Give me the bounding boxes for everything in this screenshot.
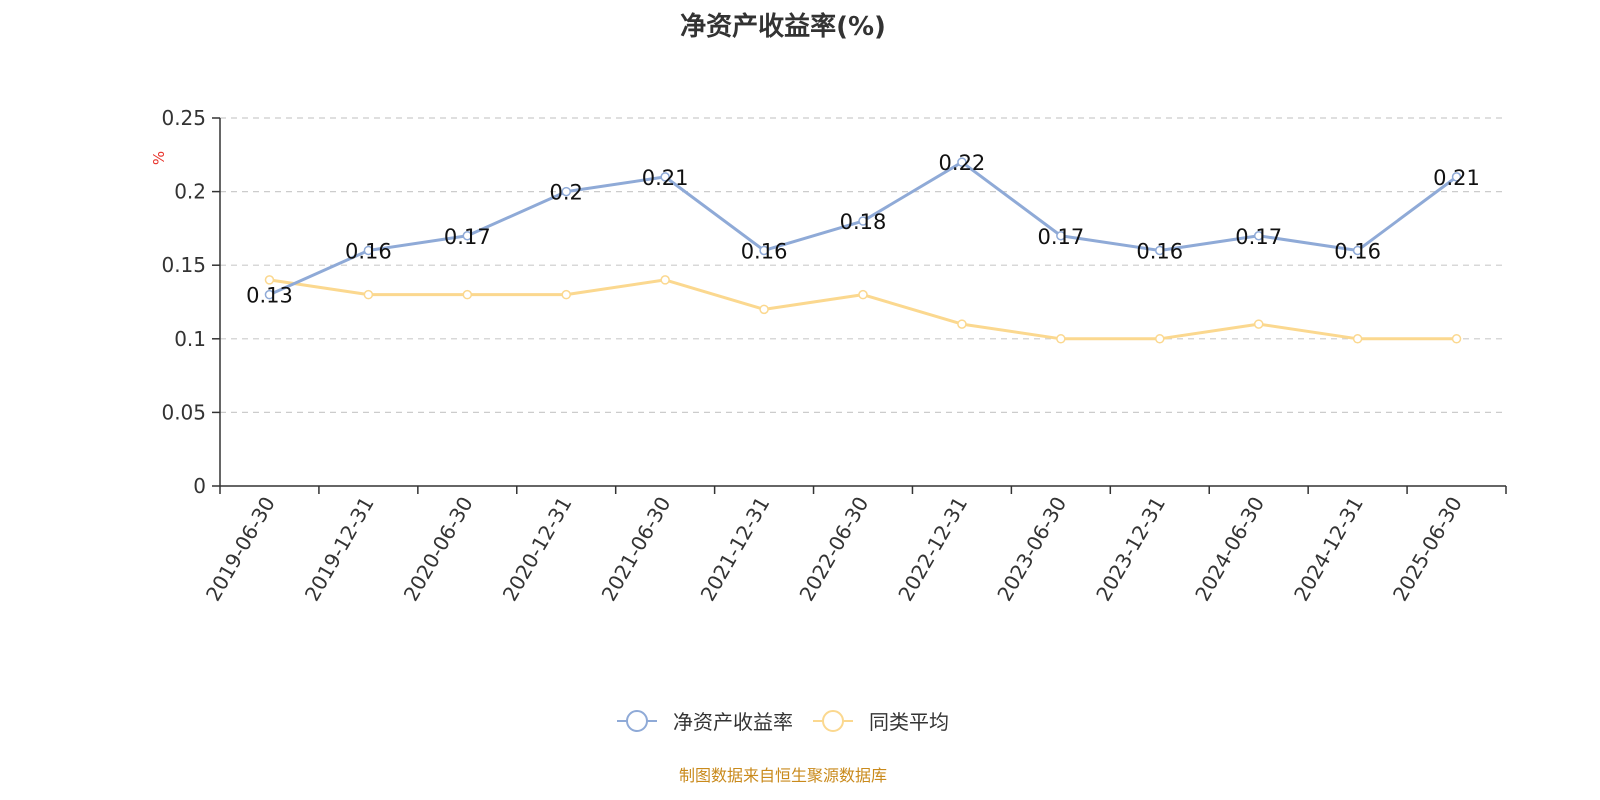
data-point — [561, 289, 571, 300]
data-point — [264, 275, 275, 285]
data-point — [1352, 245, 1363, 256]
data-point — [858, 289, 868, 300]
data-label: 0.17 — [444, 225, 491, 249]
data-point — [957, 319, 967, 329]
data-label: 0.17 — [1037, 225, 1084, 249]
legend-item[interactable]: 同类平均 — [813, 706, 949, 735]
x-tick-label: 2023-12-31 — [1091, 493, 1170, 606]
data-point — [1056, 334, 1066, 344]
data-point — [264, 289, 275, 300]
legend-swatch-icon — [813, 709, 853, 732]
data-point — [759, 304, 769, 315]
data-label: 0.21 — [642, 166, 689, 190]
legend-label: 净资产收益率 — [673, 710, 793, 734]
y-tick-label: 0.2 — [174, 180, 206, 204]
data-point — [363, 245, 374, 256]
y-tick-label: 0.15 — [161, 253, 206, 277]
data-label: 0.16 — [345, 239, 392, 263]
x-tick-label: 2019-12-31 — [300, 493, 379, 606]
x-tick-label: 2022-12-31 — [893, 493, 972, 606]
data-point — [1155, 245, 1165, 256]
data-label: 0.13 — [246, 284, 293, 308]
legend: 净资产收益率 同类平均 — [0, 706, 1566, 736]
x-tick-label: 2022-06-30 — [794, 493, 873, 606]
y-tick-label: 0 — [193, 474, 206, 498]
source-note: 制图数据来自恒生聚源数据库 — [678, 766, 887, 785]
series-lines — [264, 157, 1462, 344]
grid-lines — [220, 117, 1506, 413]
data-point — [1253, 319, 1264, 329]
legend-label: 同类平均 — [869, 710, 949, 734]
data-point — [1253, 231, 1264, 241]
data-point — [1352, 334, 1363, 344]
data-point — [660, 275, 670, 285]
series-line — [269, 278, 1457, 341]
data-label: 0.16 — [741, 239, 788, 263]
legend-swatch-icon — [617, 709, 657, 732]
data-label: 0.21 — [1433, 166, 1480, 190]
x-tick-label: 2020-12-31 — [498, 493, 577, 606]
data-point — [561, 186, 571, 197]
x-tick-label: 2024-12-31 — [1289, 493, 1368, 606]
data-point — [858, 216, 868, 226]
data-point — [1056, 231, 1066, 241]
x-tick-label: 2019-06-30 — [201, 493, 280, 606]
data-point — [363, 289, 374, 300]
x-tick-label: 2020-06-30 — [399, 493, 478, 606]
data-labels: 0.13 0.16 0.17 0.2 0.21 0.16 0.18 0.22 0.17 0.16 0… — [246, 151, 1480, 307]
data-point — [1451, 172, 1462, 182]
data-point — [462, 231, 473, 241]
data-label: 0.17 — [1235, 225, 1282, 249]
y-tick-label: 0.25 — [161, 106, 206, 130]
chart-title: 净资产收益率(%) — [680, 12, 886, 42]
x-tick-label: 2023-06-30 — [992, 493, 1071, 606]
data-label: 0.2 — [550, 181, 583, 205]
data-point — [759, 245, 769, 256]
data-point — [1451, 334, 1462, 344]
data-label: 0.22 — [939, 151, 986, 175]
data-point — [957, 157, 967, 167]
x-tick-label: 2024-06-30 — [1190, 493, 1269, 606]
data-label: 0.16 — [1136, 239, 1183, 263]
y-tick-label: 0.1 — [174, 327, 206, 351]
data-label: 0.18 — [840, 210, 887, 234]
data-point — [1155, 334, 1165, 344]
data-point — [462, 289, 473, 300]
axes: 0 0.05 0.1 0.15 0.2 0.25% 2019-06-30 2019-12-31… — [150, 106, 1507, 606]
data-label: 0.16 — [1334, 239, 1381, 263]
data-point — [660, 172, 670, 182]
y-axis-label: % — [150, 151, 168, 165]
x-tick-label: 2025-06-30 — [1388, 493, 1467, 606]
x-tick-label: 2021-06-30 — [597, 493, 676, 606]
y-tick-label: 0.05 — [161, 400, 206, 424]
x-tick-label: 2021-12-31 — [696, 493, 775, 606]
legend-item[interactable]: 净资产收益率 — [617, 706, 793, 735]
